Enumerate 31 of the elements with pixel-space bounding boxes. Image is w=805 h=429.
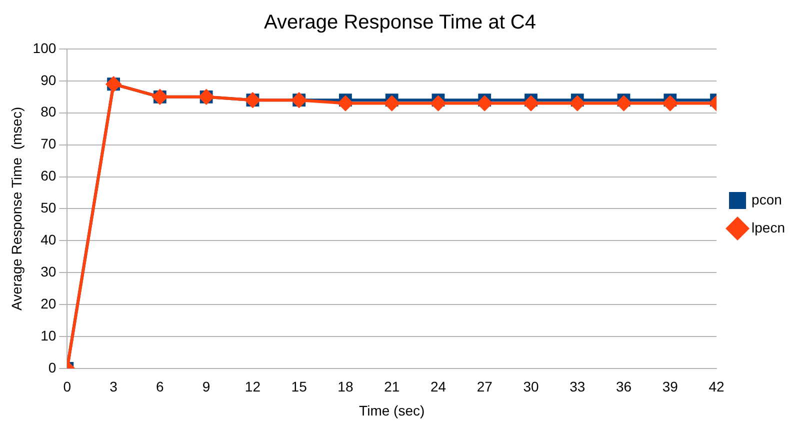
x-axis-title: Time (sec) — [359, 402, 425, 418]
y-axis-title: Average Response Time (msec) — [8, 106, 24, 311]
x-tick-label: 18 — [338, 378, 354, 395]
x-tick-label: 24 — [430, 378, 446, 395]
x-tick-label: 15 — [291, 378, 308, 395]
chart-title: Average Response Time at C4 — [264, 12, 536, 34]
y-tick-label: 80 — [40, 104, 56, 120]
x-tick-label: 39 — [662, 378, 678, 395]
x-tick-label: 0 — [63, 378, 72, 395]
y-tick-label: 100 — [32, 40, 56, 56]
y-tick-label: 60 — [40, 168, 56, 184]
x-tick-label: 36 — [616, 378, 632, 395]
y-tick-label: 90 — [40, 72, 56, 88]
x-tick-label: 21 — [384, 378, 400, 395]
x-tick-label: 42 — [708, 378, 725, 395]
y-tick-label: 30 — [40, 263, 56, 280]
y-tick-label: 40 — [40, 232, 56, 248]
y-tick-label: 20 — [40, 295, 56, 312]
legend-label: lpecn — [752, 219, 785, 236]
x-tick-label: 30 — [523, 378, 539, 395]
x-tick-label: 6 — [156, 378, 164, 395]
legend-label: pcon — [752, 191, 782, 208]
y-tick-label: 0 — [48, 359, 56, 376]
x-tick-label: 12 — [244, 378, 261, 395]
y-tick-label: 70 — [40, 136, 56, 152]
x-tick-label: 3 — [110, 378, 118, 395]
y-tick-label: 50 — [40, 200, 56, 216]
y-tick-label: 10 — [40, 327, 56, 344]
x-tick-label: 9 — [202, 378, 210, 395]
x-tick-label: 33 — [570, 378, 586, 395]
x-tick-label: 27 — [476, 378, 493, 395]
